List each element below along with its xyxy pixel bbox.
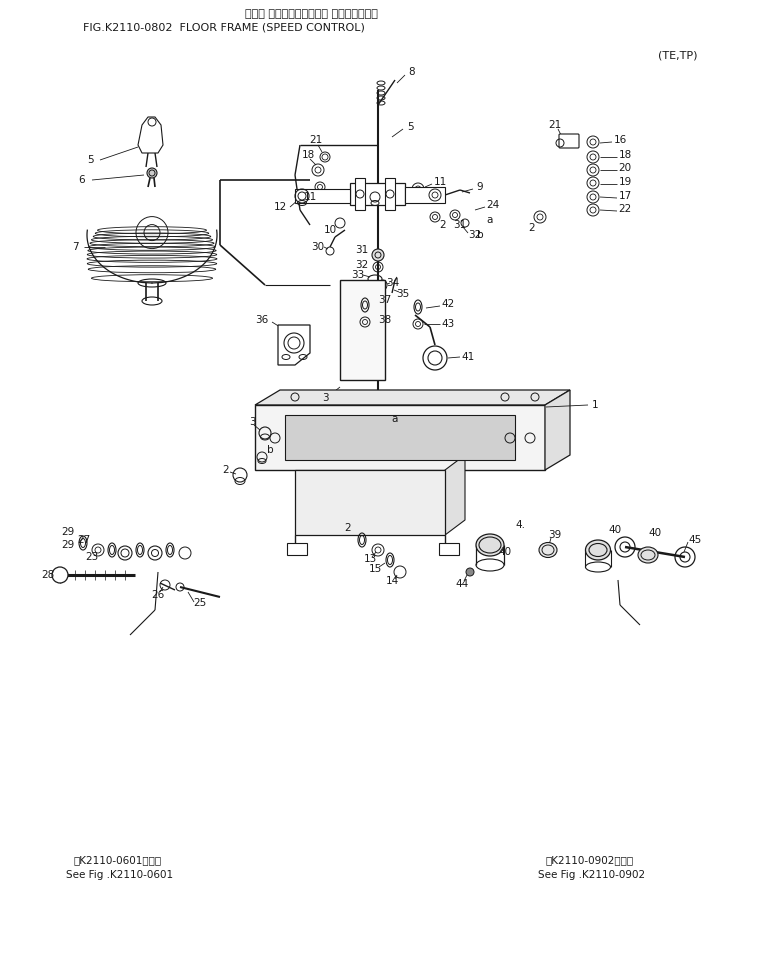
Text: 11: 11 (303, 192, 317, 202)
Text: 45: 45 (689, 535, 702, 545)
Text: 43: 43 (441, 319, 455, 329)
Text: 12: 12 (273, 202, 286, 212)
Bar (385, 178, 395, 210)
Text: 5: 5 (87, 155, 94, 165)
Text: 40: 40 (648, 528, 661, 538)
Circle shape (52, 567, 68, 583)
Text: 1: 1 (592, 400, 598, 410)
Text: 32: 32 (356, 260, 369, 270)
FancyBboxPatch shape (559, 134, 579, 148)
Text: 8: 8 (409, 67, 415, 77)
Text: 33: 33 (351, 270, 364, 280)
Bar (287, 543, 307, 555)
Text: フロア フレーム（スピード コントロール）: フロア フレーム（スピード コントロール） (245, 9, 378, 19)
Text: 17: 17 (619, 191, 632, 201)
Text: 40: 40 (608, 525, 622, 535)
Text: (TE,TP): (TE,TP) (658, 50, 697, 60)
Text: FIG.K2110-0802  FLOOR FRAME (SPEED CONTROL): FIG.K2110-0802 FLOOR FRAME (SPEED CONTRO… (83, 23, 365, 33)
Text: 32: 32 (468, 230, 481, 240)
Bar (295, 189, 350, 203)
Text: 9: 9 (477, 182, 484, 192)
Text: 3: 3 (249, 417, 255, 427)
Text: 11: 11 (434, 177, 447, 187)
Text: 4.: 4. (515, 520, 525, 530)
Bar (439, 543, 459, 555)
Text: 29: 29 (62, 527, 75, 537)
Text: 30: 30 (311, 242, 324, 252)
Text: 28: 28 (41, 570, 55, 580)
Text: b: b (477, 230, 484, 240)
Text: 35: 35 (396, 289, 410, 299)
Text: See Fig .K2110-0601: See Fig .K2110-0601 (66, 870, 174, 880)
Text: b: b (267, 445, 273, 455)
Text: 2: 2 (440, 220, 446, 230)
Text: 2: 2 (345, 523, 351, 533)
Text: 18: 18 (619, 150, 632, 160)
Text: 14: 14 (385, 576, 399, 586)
Bar (255, 405, 545, 470)
Text: 6: 6 (79, 175, 85, 185)
Text: 42: 42 (441, 299, 455, 309)
Circle shape (147, 168, 157, 178)
Text: 23: 23 (85, 552, 98, 562)
Text: 27: 27 (77, 535, 90, 545)
Ellipse shape (539, 542, 557, 558)
Text: 第K2110-0601図参照: 第K2110-0601図参照 (74, 855, 162, 865)
Text: 2: 2 (222, 465, 229, 475)
Polygon shape (255, 390, 570, 405)
Bar (340, 280, 385, 380)
Text: 20: 20 (619, 163, 632, 173)
Text: 2: 2 (529, 223, 535, 233)
Text: 19: 19 (619, 177, 632, 187)
Bar (295, 470, 445, 535)
Text: 40: 40 (498, 547, 512, 557)
Text: 41: 41 (462, 352, 474, 362)
Ellipse shape (476, 534, 504, 556)
Text: 21: 21 (548, 120, 562, 130)
Text: 5: 5 (406, 122, 413, 132)
Ellipse shape (638, 547, 658, 563)
Text: 31: 31 (453, 220, 466, 230)
Text: a: a (392, 414, 398, 424)
Polygon shape (278, 325, 310, 365)
Text: 第K2110-0902図参照: 第K2110-0902図参照 (546, 855, 634, 865)
Text: 34: 34 (386, 278, 399, 288)
Bar (285, 415, 515, 460)
Text: 18: 18 (301, 150, 314, 160)
Text: 22: 22 (619, 204, 632, 214)
Text: See Fig .K2110-0902: See Fig .K2110-0902 (538, 870, 646, 880)
Text: 15: 15 (368, 564, 381, 574)
Polygon shape (545, 390, 570, 470)
Circle shape (466, 568, 474, 576)
Text: 31: 31 (356, 245, 369, 255)
Text: 44: 44 (456, 579, 469, 589)
Text: 36: 36 (255, 315, 268, 325)
Polygon shape (138, 117, 163, 153)
Text: a: a (487, 215, 493, 225)
Text: 38: 38 (378, 315, 392, 325)
Text: 7: 7 (72, 242, 78, 252)
Text: 3: 3 (321, 393, 328, 403)
Circle shape (372, 249, 384, 261)
Polygon shape (445, 455, 465, 535)
Text: 21: 21 (310, 135, 323, 145)
Text: 10: 10 (324, 225, 336, 235)
Text: 16: 16 (613, 135, 626, 145)
Bar (355, 178, 365, 210)
Text: 26: 26 (151, 590, 165, 600)
Text: 29: 29 (62, 540, 75, 550)
Text: 37: 37 (378, 295, 392, 305)
Text: 24: 24 (487, 200, 500, 210)
Text: 25: 25 (193, 598, 207, 608)
Ellipse shape (586, 540, 611, 560)
Bar (405, 187, 445, 203)
Text: 13: 13 (363, 554, 377, 564)
Bar (350, 183, 405, 205)
Text: 39: 39 (548, 530, 562, 540)
